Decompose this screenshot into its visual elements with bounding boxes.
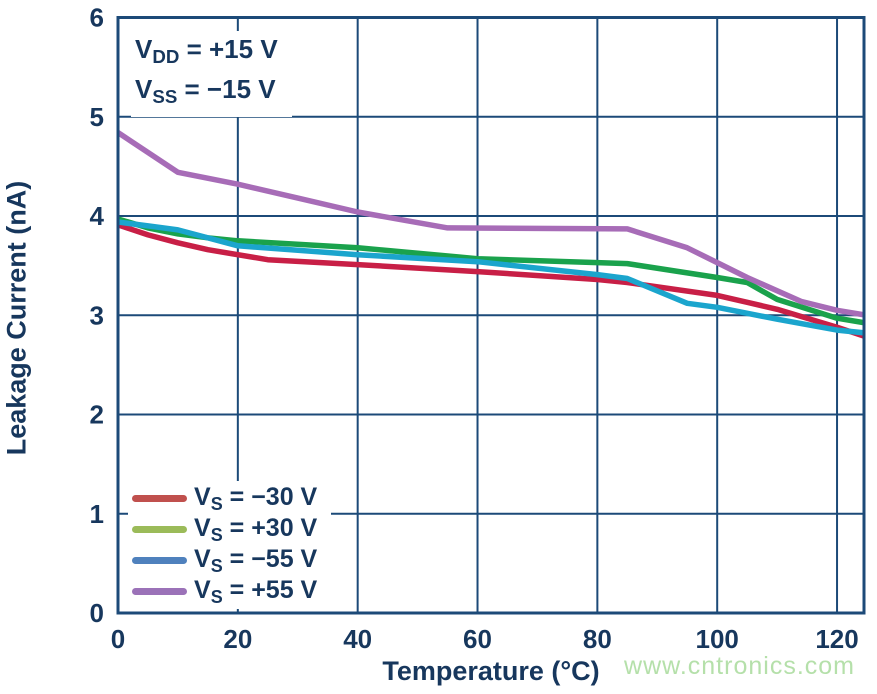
legend-swatch-red	[132, 495, 187, 502]
plot-frame	[116, 16, 866, 615]
series-line	[118, 219, 864, 336]
legend-swatch-purple	[132, 588, 187, 595]
legend-item-vs-plus-55: VS = +55 V	[132, 576, 317, 607]
supply-annotation: VDD = +15 V VSS = −15 V	[131, 31, 292, 117]
x-axis-title: Temperature (°C)	[382, 656, 600, 686]
series-line	[118, 216, 864, 326]
series-line	[118, 129, 864, 318]
watermark-text: www.cntronics.com	[624, 652, 855, 680]
x-tick-label: 0	[111, 624, 125, 654]
series-line	[118, 222, 864, 340]
y-tick-label: 1	[90, 499, 104, 529]
x-tick-label: 120	[815, 624, 858, 654]
legend-item-vs-plus-30: VS = +30 V	[132, 514, 317, 545]
x-tick-label: 100	[696, 624, 739, 654]
y-tick-label: 2	[90, 400, 104, 430]
y-axis-title: Leakage Current (nA)	[1, 180, 32, 456]
legend-label: VS = +30 V	[194, 513, 318, 545]
chart-legend: VS = −30 V VS = +30 V VS = −55 V VS = +5…	[128, 481, 332, 609]
legend-label: VS = +55 V	[194, 575, 318, 607]
x-tick-label: 40	[343, 624, 372, 654]
legend-swatch-blue	[132, 557, 187, 564]
y-tick-label: 4	[90, 201, 105, 231]
legend-item-vs-minus-30: VS = −30 V	[132, 483, 317, 514]
x-tick-label: 60	[463, 624, 492, 654]
annotation-vdd: VDD = +15 V	[135, 34, 278, 67]
x-tick-label: 80	[583, 624, 612, 654]
y-tick-label: 3	[90, 300, 104, 330]
y-tick-label: 5	[90, 102, 104, 132]
y-tick-label: 0	[90, 598, 104, 628]
annotation-vss: VSS = −15 V	[135, 74, 276, 107]
legend-label: VS = −55 V	[194, 544, 318, 576]
x-tick-label: 20	[223, 624, 252, 654]
legend-item-vs-minus-55: VS = −55 V	[132, 545, 317, 576]
legend-swatch-green	[132, 526, 187, 533]
legend-label: VS = −30 V	[194, 482, 318, 514]
y-tick-label: 6	[90, 3, 104, 33]
